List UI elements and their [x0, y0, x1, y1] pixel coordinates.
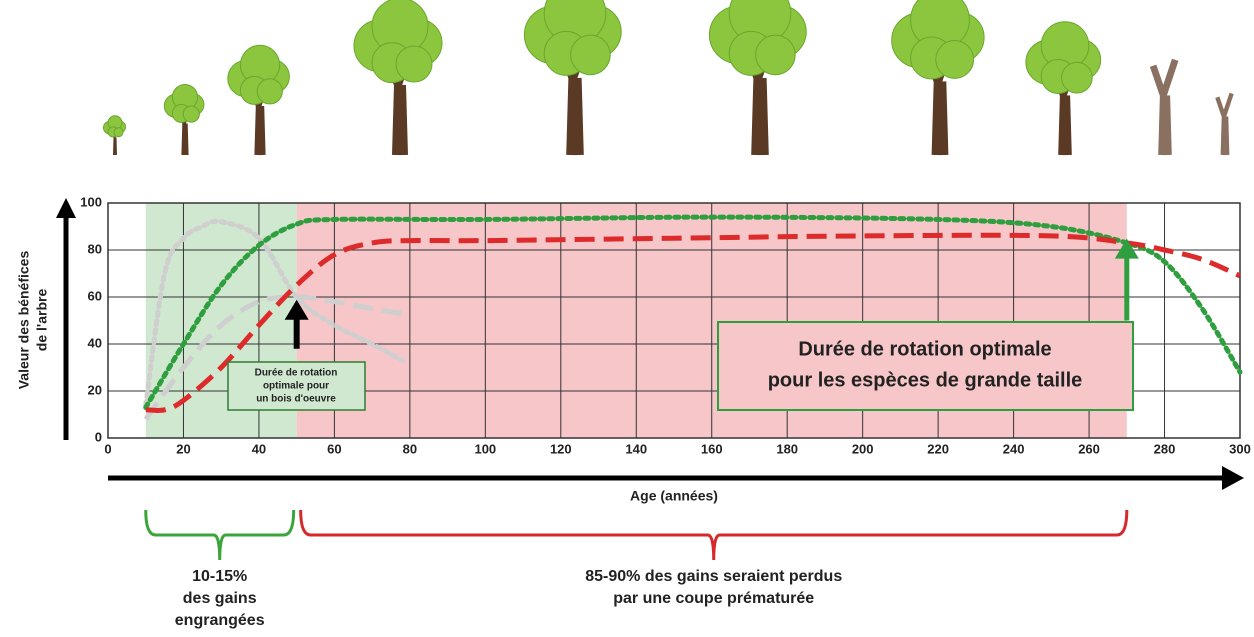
y-axis-arrowhead [56, 198, 76, 218]
x-tick-label: 200 [852, 441, 874, 456]
annotation-text: Durée de rotation optimale [798, 338, 1051, 360]
tree-illustrations [104, 0, 1232, 155]
bracket-label: par une coupe prématurée [613, 590, 814, 607]
y-tick-label: 40 [88, 335, 102, 350]
x-axis-arrowhead [1222, 466, 1244, 490]
x-tick-label: 0 [104, 441, 111, 456]
tree-foliage [396, 46, 432, 82]
y-tick-label: 80 [88, 241, 102, 256]
tree-foliage [114, 128, 123, 137]
tree-foliage [1062, 62, 1093, 93]
x-tick-label: 80 [403, 441, 417, 456]
x-tick-label: 60 [327, 441, 341, 456]
x-tick-label: 220 [927, 441, 949, 456]
annotation-box [718, 322, 1133, 410]
tree-foliage [257, 79, 282, 104]
x-tick-label: 280 [1154, 441, 1176, 456]
y-axis-label: Valeur des bénéfices [16, 251, 32, 390]
x-tick-label: 100 [474, 441, 496, 456]
tree-trunk [1153, 60, 1175, 155]
y-tick-label: 0 [95, 429, 102, 444]
x-tick-label: 20 [176, 441, 190, 456]
bracket [146, 510, 294, 560]
x-tick-label: 120 [550, 441, 572, 456]
x-tick-label: 300 [1229, 441, 1251, 456]
tree-trunk [1217, 93, 1231, 155]
bracket-label: 10-15% [192, 568, 247, 585]
plot: 10-15% des gains engrangées 85-90% des gain… [16, 194, 1251, 629]
x-tick-label: 40 [252, 441, 266, 456]
y-tick-label: 20 [88, 382, 102, 397]
chart: 10-15% des gains engrangées 85-90% des gain… [0, 0, 1254, 637]
x-axis-label: Age (années) [630, 488, 718, 504]
tree-foliage [183, 106, 199, 122]
bracket-label: engrangées [175, 612, 265, 629]
x-tick-label: 260 [1078, 441, 1100, 456]
tree-foliage [936, 41, 974, 79]
bracket [301, 510, 1127, 560]
y-axis-label: de l'arbre [34, 289, 50, 352]
bracket-label: 85-90% des gains seraient perdus [585, 568, 842, 585]
annotation-text: Durée de rotation [255, 368, 338, 379]
tree-foliage [756, 35, 796, 75]
y-tick-label: 100 [80, 194, 102, 209]
annotation-text: optimale pour [263, 381, 329, 392]
x-tick-label: 160 [701, 441, 723, 456]
x-tick-label: 140 [625, 441, 647, 456]
x-tick-label: 240 [1003, 441, 1025, 456]
x-tick-label: 180 [776, 441, 798, 456]
y-tick-label: 60 [88, 288, 102, 303]
annotation-text: pour les espèces de grande taille [768, 369, 1083, 391]
tree-foliage [571, 35, 611, 75]
bracket-label: des gains [183, 590, 257, 607]
annotation-text: un bois d'oeuvre [256, 394, 336, 405]
